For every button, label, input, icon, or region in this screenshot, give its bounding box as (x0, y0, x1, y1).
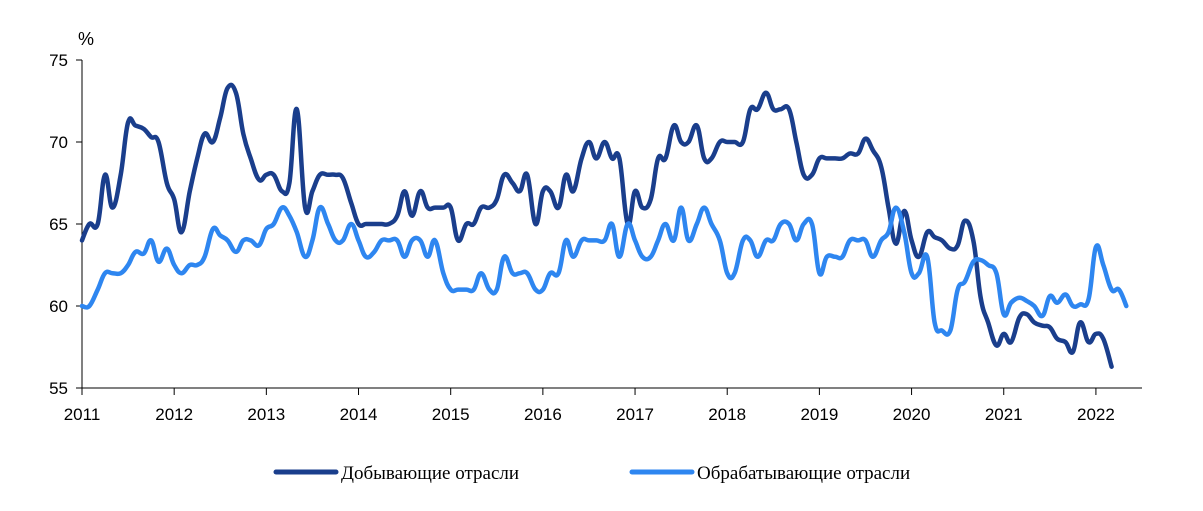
x-tick-label: 2019 (800, 405, 838, 424)
x-tick-label: 2015 (432, 405, 470, 424)
series-line-manufacturing (79, 204, 1129, 337)
series-layer (79, 82, 1129, 369)
x-tick-label: 2011 (64, 405, 101, 424)
x-tick-label: 2012 (155, 405, 193, 424)
y-tick-label: 55 (49, 379, 68, 398)
axes: 55 60 65 70 75% 2011 2012 2013 2014 2015 2016 2017 2… (49, 29, 1142, 424)
y-unit-label: % (78, 29, 94, 49)
x-tick-label: 2017 (616, 405, 654, 424)
x-tick-label: 2021 (985, 405, 1023, 424)
x-tick-label: 2022 (1077, 405, 1115, 424)
x-tick-label: 2013 (247, 405, 285, 424)
y-tick-label: 65 (49, 215, 68, 234)
y-tick-label: 75 (49, 51, 68, 70)
legend: Добывающие отрасли Обрабатывающие отрасли (273, 463, 910, 484)
legend-label: Обрабатывающие отрасли (697, 463, 910, 484)
x-tick-label: 2018 (708, 405, 746, 424)
legend-label: Добывающие отрасли (341, 463, 519, 484)
x-tick-label: 2014 (340, 405, 378, 424)
x-tick-label: 2020 (893, 405, 931, 424)
series-line-mining (79, 82, 1114, 369)
y-tick-label: 70 (49, 133, 68, 152)
x-tick-label: 2016 (524, 405, 562, 424)
y-tick-label: 60 (49, 297, 68, 316)
